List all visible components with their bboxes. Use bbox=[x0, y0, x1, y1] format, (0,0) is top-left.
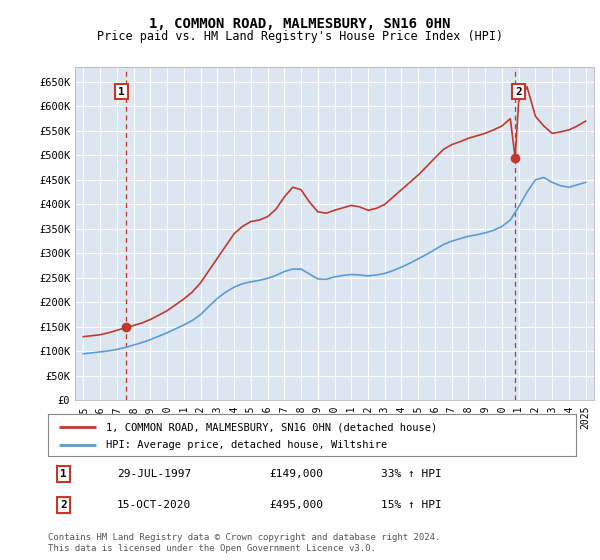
Text: 1: 1 bbox=[61, 469, 67, 479]
Text: HPI: Average price, detached house, Wiltshire: HPI: Average price, detached house, Wilt… bbox=[106, 440, 388, 450]
Text: 1: 1 bbox=[118, 87, 125, 97]
Text: 1, COMMON ROAD, MALMESBURY, SN16 0HN (detached house): 1, COMMON ROAD, MALMESBURY, SN16 0HN (de… bbox=[106, 422, 437, 432]
Text: Contains HM Land Registry data © Crown copyright and database right 2024.
This d: Contains HM Land Registry data © Crown c… bbox=[48, 533, 440, 553]
Text: 33% ↑ HPI: 33% ↑ HPI bbox=[380, 469, 442, 479]
Text: Price paid vs. HM Land Registry's House Price Index (HPI): Price paid vs. HM Land Registry's House … bbox=[97, 30, 503, 43]
Text: £149,000: £149,000 bbox=[270, 469, 324, 479]
Text: 2: 2 bbox=[61, 500, 67, 510]
Text: £495,000: £495,000 bbox=[270, 500, 324, 510]
Text: 2: 2 bbox=[515, 87, 522, 97]
Text: 15% ↑ HPI: 15% ↑ HPI bbox=[380, 500, 442, 510]
Text: 15-OCT-2020: 15-OCT-2020 bbox=[116, 500, 191, 510]
Text: 29-JUL-1997: 29-JUL-1997 bbox=[116, 469, 191, 479]
Text: 1, COMMON ROAD, MALMESBURY, SN16 0HN: 1, COMMON ROAD, MALMESBURY, SN16 0HN bbox=[149, 17, 451, 31]
